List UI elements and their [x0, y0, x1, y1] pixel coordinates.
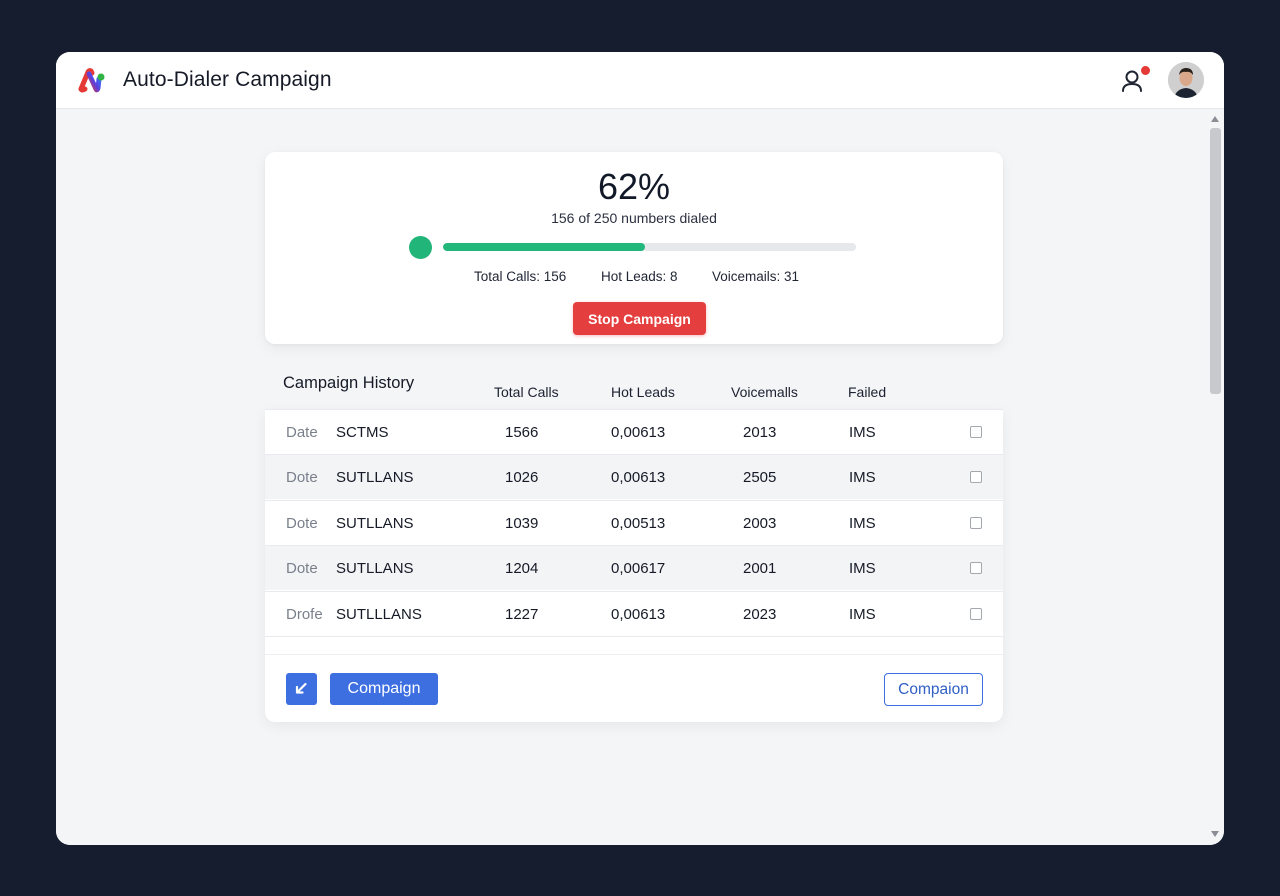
collapse-button[interactable] [286, 673, 317, 705]
cell-date: Dote [286, 560, 318, 577]
progress-bar [443, 243, 856, 251]
cell-voicemails: 2023 [743, 606, 777, 623]
row-checkbox[interactable] [970, 608, 982, 620]
row-checkbox[interactable] [970, 426, 982, 438]
row-checkbox[interactable] [970, 517, 982, 529]
cell-name: SCTMS [336, 424, 389, 441]
campaign-primary-button[interactable]: Compaign [330, 673, 438, 705]
cell-name: SUTLLANS [336, 515, 414, 532]
stat-voicemails: Voicemails: 31 [712, 269, 800, 284]
cell-date: Dote [286, 469, 318, 486]
cell-total-calls: 1039 [505, 515, 539, 532]
cell-total-calls: 1026 [505, 469, 539, 486]
column-header-failed[interactable]: Failed [848, 384, 887, 400]
progress-card: 62% 156 of 250 numbers dialed Total Call… [265, 152, 1003, 344]
progress-percent: 62% [597, 166, 671, 207]
cell-date: Drofe [286, 606, 323, 623]
cell-failed: IMS [849, 469, 876, 486]
cell-failed: IMS [849, 424, 876, 441]
column-header-hot-leads[interactable]: Hot Leads [611, 384, 675, 400]
cell-name: SUTLLLANS [336, 606, 422, 623]
cell-hot-leads: 0,00513 [611, 515, 666, 532]
column-header-voicemails[interactable]: Voicemalls [731, 384, 798, 400]
table-row[interactable]: Dote SUTLLANS 1026 0,00613 2505 IMS [265, 454, 1003, 499]
cell-hot-leads: 0,00617 [611, 560, 666, 577]
cell-voicemails: 2003 [743, 515, 777, 532]
table-divider [265, 636, 1003, 637]
footer-divider [265, 654, 1003, 655]
cell-total-calls: 1204 [505, 560, 539, 577]
history-table: Date SCTMS 1566 0,00613 2013 IMS Dote SU… [265, 409, 1003, 722]
row-checkbox[interactable] [970, 471, 982, 483]
cell-hot-leads: 0,00613 [611, 469, 666, 486]
table-row[interactable]: Dote SUTLLANS 1204 0,00617 2001 IMS [265, 545, 1003, 590]
cell-name: SUTLLANS [336, 469, 414, 486]
scroll-thumb[interactable] [1210, 128, 1221, 394]
row-checkbox[interactable] [970, 562, 982, 574]
scroll-down-arrow-icon[interactable] [1211, 831, 1219, 837]
collapse-arrow-icon [295, 682, 307, 694]
cell-voicemails: 2013 [743, 424, 777, 441]
stop-campaign-button[interactable]: Stop Campaign [573, 302, 706, 335]
app-logo-icon [78, 68, 105, 93]
campaign-secondary-button[interactable]: Compaion [884, 673, 983, 706]
vertical-scrollbar[interactable] [1206, 110, 1224, 845]
cell-hot-leads: 0,00613 [611, 424, 666, 441]
table-row[interactable]: Date SCTMS 1566 0,00613 2013 IMS [265, 409, 1003, 454]
progress-bar-fill [443, 243, 646, 251]
status-dot [409, 236, 432, 259]
app-window: Auto-Dialer Campaign 62% 156 of 250 numb… [56, 52, 1224, 845]
user-icon[interactable] [1118, 67, 1146, 95]
table-row[interactable]: Dote SUTLLANS 1039 0,00513 2003 IMS [265, 500, 1003, 545]
cell-total-calls: 1227 [505, 606, 539, 623]
main-content: 62% 156 of 250 numbers dialed Total Call… [56, 110, 1206, 845]
cell-failed: IMS [849, 560, 876, 577]
progress-subtitle: 156 of 250 numbers dialed [551, 210, 717, 226]
top-bar: Auto-Dialer Campaign [56, 52, 1224, 109]
table-row[interactable]: Drofe SUTLLLANS 1227 0,00613 2023 IMS [265, 591, 1003, 636]
cell-voicemails: 2505 [743, 469, 777, 486]
app-title: Auto-Dialer Campaign [123, 68, 332, 91]
cell-total-calls: 1566 [505, 424, 539, 441]
column-header-total-calls[interactable]: Total Calls [494, 384, 559, 400]
avatar-image-icon [1168, 62, 1204, 98]
avatar[interactable] [1168, 62, 1204, 98]
cell-hot-leads: 0,00613 [611, 606, 666, 623]
cell-voicemails: 2001 [743, 560, 777, 577]
cell-failed: IMS [849, 515, 876, 532]
cell-date: Dote [286, 515, 318, 532]
scroll-up-arrow-icon[interactable] [1211, 116, 1219, 122]
cell-failed: IMS [849, 606, 876, 623]
cell-name: SUTLLANS [336, 560, 414, 577]
stat-total-calls: Total Calls: 156 [474, 269, 567, 284]
stat-hot-leads: Hot Leads: 8 [601, 269, 678, 284]
history-title: Campaign History [283, 374, 415, 392]
cell-date: Date [286, 424, 318, 441]
notification-dot [1141, 66, 1150, 75]
